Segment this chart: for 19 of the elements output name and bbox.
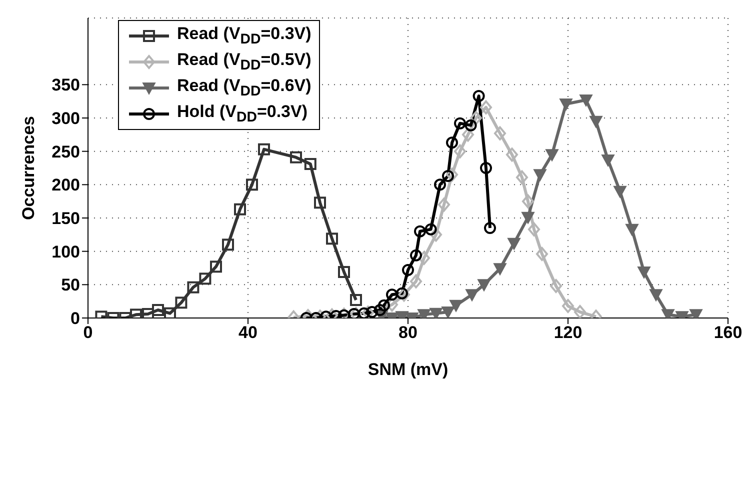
legend-label: Read (V$_{DD}$=0.3V) — [177, 24, 312, 48]
y-tick-label: 150 — [52, 209, 80, 228]
x-axis-title: SNM (mV) — [368, 360, 448, 380]
legend-label: Read (V$_{DD}$=0.5V) — [177, 50, 312, 74]
x-tick-label: 160 — [714, 323, 742, 342]
y-tick-label: 300 — [52, 109, 80, 128]
legend-label: Read (V$_{DD}$=0.6V) — [177, 76, 312, 100]
y-tick-label: 350 — [52, 76, 80, 95]
y-tick-label: 50 — [61, 276, 80, 295]
y-axis-title: Occurrences — [19, 116, 38, 220]
x-tick-label: 120 — [554, 323, 582, 342]
legend-label: Hold (V$_{DD}$=0.3V) — [177, 102, 308, 126]
y-tick-label: 100 — [52, 242, 80, 262]
y-tick-label: 250 — [52, 142, 80, 162]
x-tick-label: 40 — [238, 323, 258, 342]
y-tick-label: 0 — [70, 309, 80, 328]
x-tick-label: 80 — [398, 323, 418, 342]
y-tick-label: 200 — [52, 176, 80, 195]
x-tick-label: 0 — [83, 323, 93, 342]
